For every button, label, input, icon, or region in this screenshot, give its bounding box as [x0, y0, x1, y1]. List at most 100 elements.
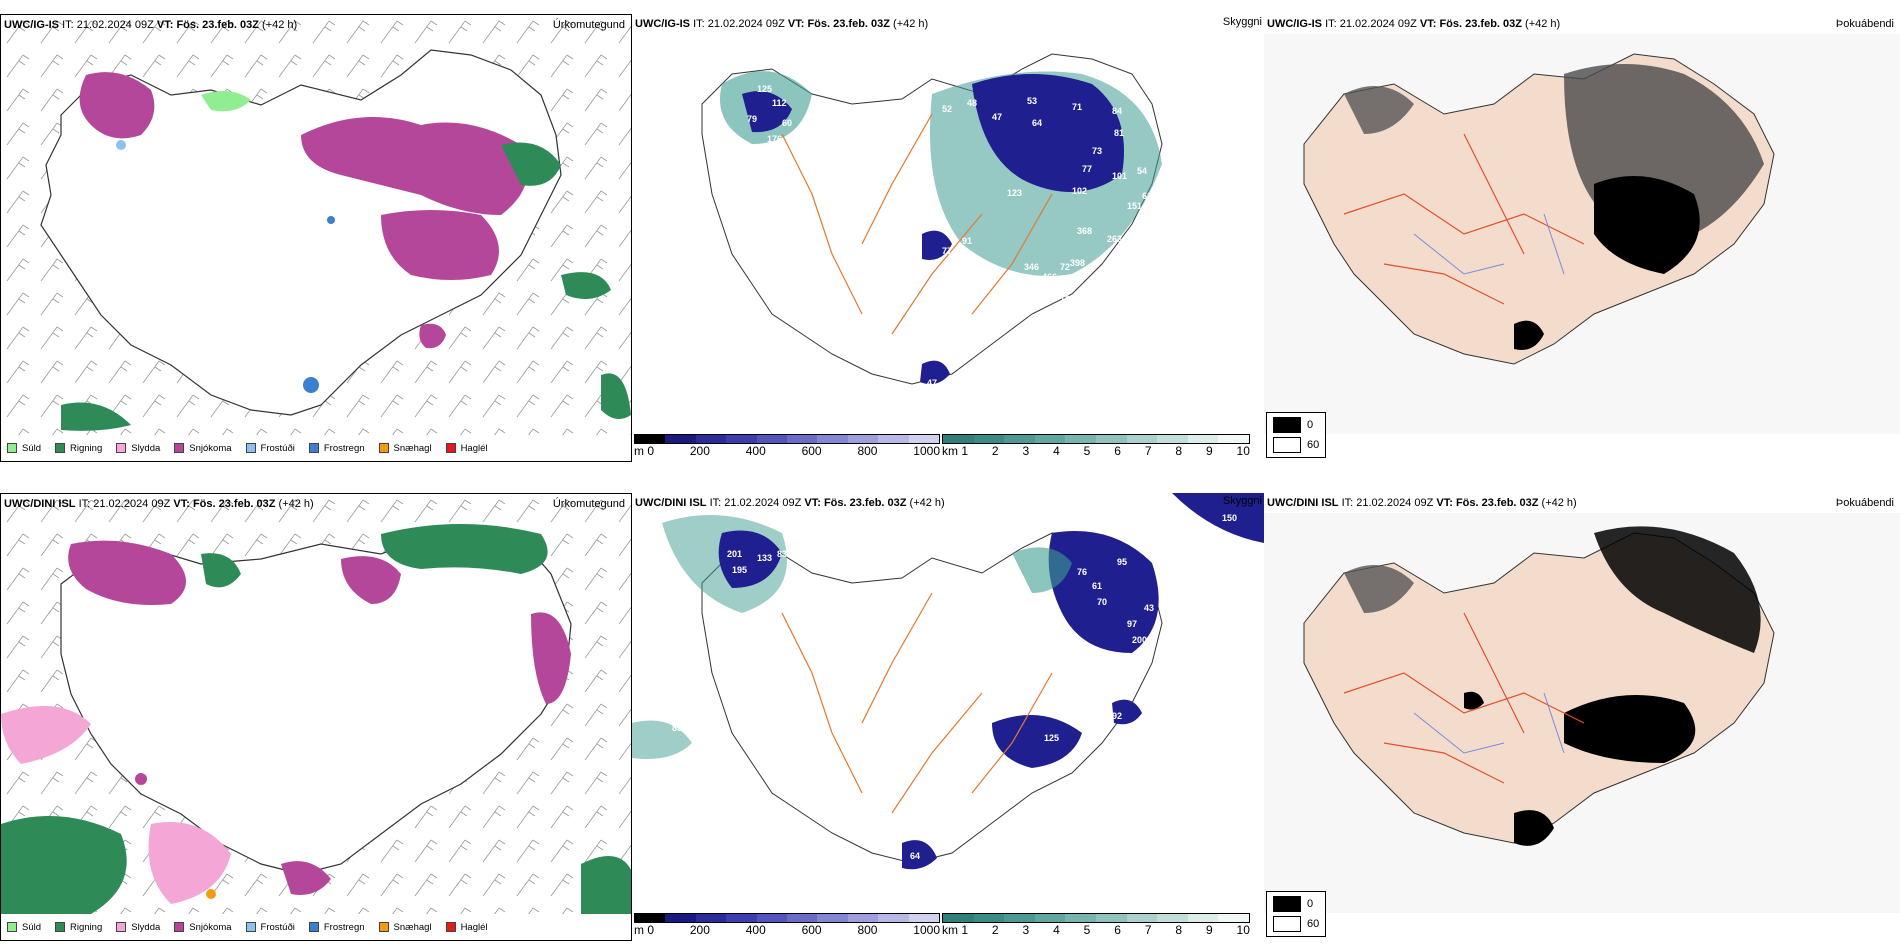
vis-label: 290 [1062, 521, 1077, 531]
fog-map-bottom [1264, 513, 1900, 913]
vis-label: 79 [747, 114, 757, 124]
scale-tick: 7 [1144, 444, 1152, 458]
fog-legend-label: 60 [1307, 918, 1320, 930]
legend-item: Frostúði [245, 443, 295, 454]
vis-label: 77 [1082, 164, 1092, 174]
scale-tick: 3 [1022, 923, 1030, 937]
it-label: IT: [1325, 18, 1337, 30]
vis-label: 43 [1144, 603, 1154, 613]
vis-label: 466 [1042, 272, 1057, 282]
scale-tick: 4 [1053, 923, 1060, 937]
vis-label: 125 [757, 84, 772, 94]
legend-item: Rigning [55, 443, 102, 454]
legend-label: Rigning [70, 921, 103, 933]
vis-label: 112 [772, 98, 787, 108]
vis-label: 195 [732, 565, 747, 575]
legend-item: Rigning [55, 922, 102, 933]
legend-label: Snæhagl [393, 921, 432, 933]
vis-label: 71 [1072, 102, 1082, 112]
visibility-scale-km: km 1 2 3 4 5 6 7 8 9 10 [942, 434, 1250, 458]
scale-unit: km [942, 923, 958, 937]
vis-label: 64 [910, 851, 920, 861]
vis-label: 358 [1097, 278, 1112, 288]
scale-tick: 200 [689, 444, 710, 458]
scale-tick: 9 [1205, 444, 1213, 458]
legend-swatch [378, 922, 389, 932]
vis-label: 81 [1114, 128, 1124, 138]
vt-value: Fös. 23.feb. 03Z [1439, 18, 1522, 30]
vis-label: 83 [672, 723, 682, 733]
scale-tick: 6 [1114, 923, 1121, 937]
scale-tick: 6 [1114, 444, 1121, 458]
model-name: UWC/IG-IS [635, 18, 690, 30]
legend-swatch [308, 922, 319, 932]
vis-label: 84 [1112, 106, 1122, 116]
legend-label: Slydda [131, 442, 161, 454]
vt-label: VT: [804, 497, 821, 509]
scale-tick: 400 [745, 923, 766, 937]
scale-tick: 400 [745, 444, 766, 458]
it-value: 21.02.2024 09Z [93, 498, 171, 510]
legend-label: Slydda [131, 921, 161, 933]
precip-panel-bottom: UWC/DINI ISL IT: 21.02.2024 09Z VT: Fös.… [0, 493, 632, 941]
it-label: IT: [709, 497, 722, 509]
vis-label: 95 [1117, 557, 1127, 567]
it-value: 21.02.2024 09Z [76, 19, 154, 31]
vis-label: 108 [1060, 294, 1075, 304]
vis-label: 47 [927, 378, 937, 388]
vt-label: VT: [1419, 18, 1437, 30]
legend-label: Haglél [460, 921, 488, 933]
vis-label: 218 [1112, 262, 1127, 272]
vis-label: 101 [1112, 171, 1127, 181]
scale-tick: 600 [801, 923, 822, 937]
vis-label: 62 [1142, 191, 1152, 201]
legend-label: Rigning [70, 442, 103, 454]
fog-legend-item: 0 [1273, 417, 1319, 433]
vt-value: Fös. 23.feb. 03Z [1455, 497, 1539, 509]
model-name: UWC/IG-IS [1267, 18, 1322, 30]
legend-swatch [116, 922, 127, 932]
vis-label: 76 [1077, 567, 1087, 577]
scale-unit: m [634, 444, 644, 458]
scale-tick: 9 [1205, 923, 1213, 937]
vis-label: 77 [942, 246, 952, 256]
scale-tick: 5 [1083, 923, 1091, 937]
legend-swatch [445, 443, 456, 453]
scale-tick: 600 [801, 444, 822, 458]
vis-label: 70 [1097, 597, 1107, 607]
vt-label: VT: [1436, 497, 1453, 509]
legend-label: Frostregn [323, 442, 365, 454]
vis-label: 64 [1032, 118, 1042, 128]
fog-legend-label: 0 [1307, 898, 1314, 910]
vis-label: 151 [1127, 201, 1142, 211]
fog-legend-item: 0 [1273, 896, 1319, 912]
legend-swatch [55, 922, 66, 932]
fog-panel-top: UWC/IG-IS IT: 21.02.2024 09Z VT: Fös. 23… [1264, 14, 1900, 462]
it-value: 21.02.2024 09Z [724, 497, 802, 509]
scale-unit: km [942, 444, 958, 458]
legend-label: Súld [22, 442, 42, 454]
vt-value: Fös. 23.feb. 03Z [823, 497, 907, 509]
vis-label: 77 [787, 577, 797, 587]
legend-label: Snæhagl [393, 442, 432, 454]
vt-label: VT: [156, 19, 174, 31]
vis-label: 102 [1072, 186, 1087, 196]
panel-header: UWC/DINI ISL IT: 21.02.2024 09Z VT: Fös.… [1267, 497, 1577, 509]
legend-label: Súld [22, 921, 42, 933]
scale-tick: 1000 [913, 923, 940, 937]
legend-item: Frostregn [308, 922, 365, 933]
scale-tick: 0 [647, 923, 655, 937]
model-name: UWC/IG-IS [4, 19, 59, 31]
it-label: IT: [1341, 497, 1354, 509]
legend-item: Snjókoma [174, 443, 232, 454]
vis-label: 61 [1092, 581, 1102, 591]
legend-swatch [174, 443, 185, 453]
legend-item: Haglél [445, 443, 488, 454]
legend-label: Snjókoma [189, 921, 232, 933]
legend-item: Snjókoma [174, 921, 232, 933]
legend-swatch [445, 922, 456, 932]
visibility-scale-m: m 0 200 400 600 800 1000 [634, 434, 940, 458]
vis-label: 263 [1107, 234, 1122, 244]
model-name: UWC/DINI ISL [1267, 497, 1339, 509]
scale-tick: 3 [1022, 444, 1030, 458]
